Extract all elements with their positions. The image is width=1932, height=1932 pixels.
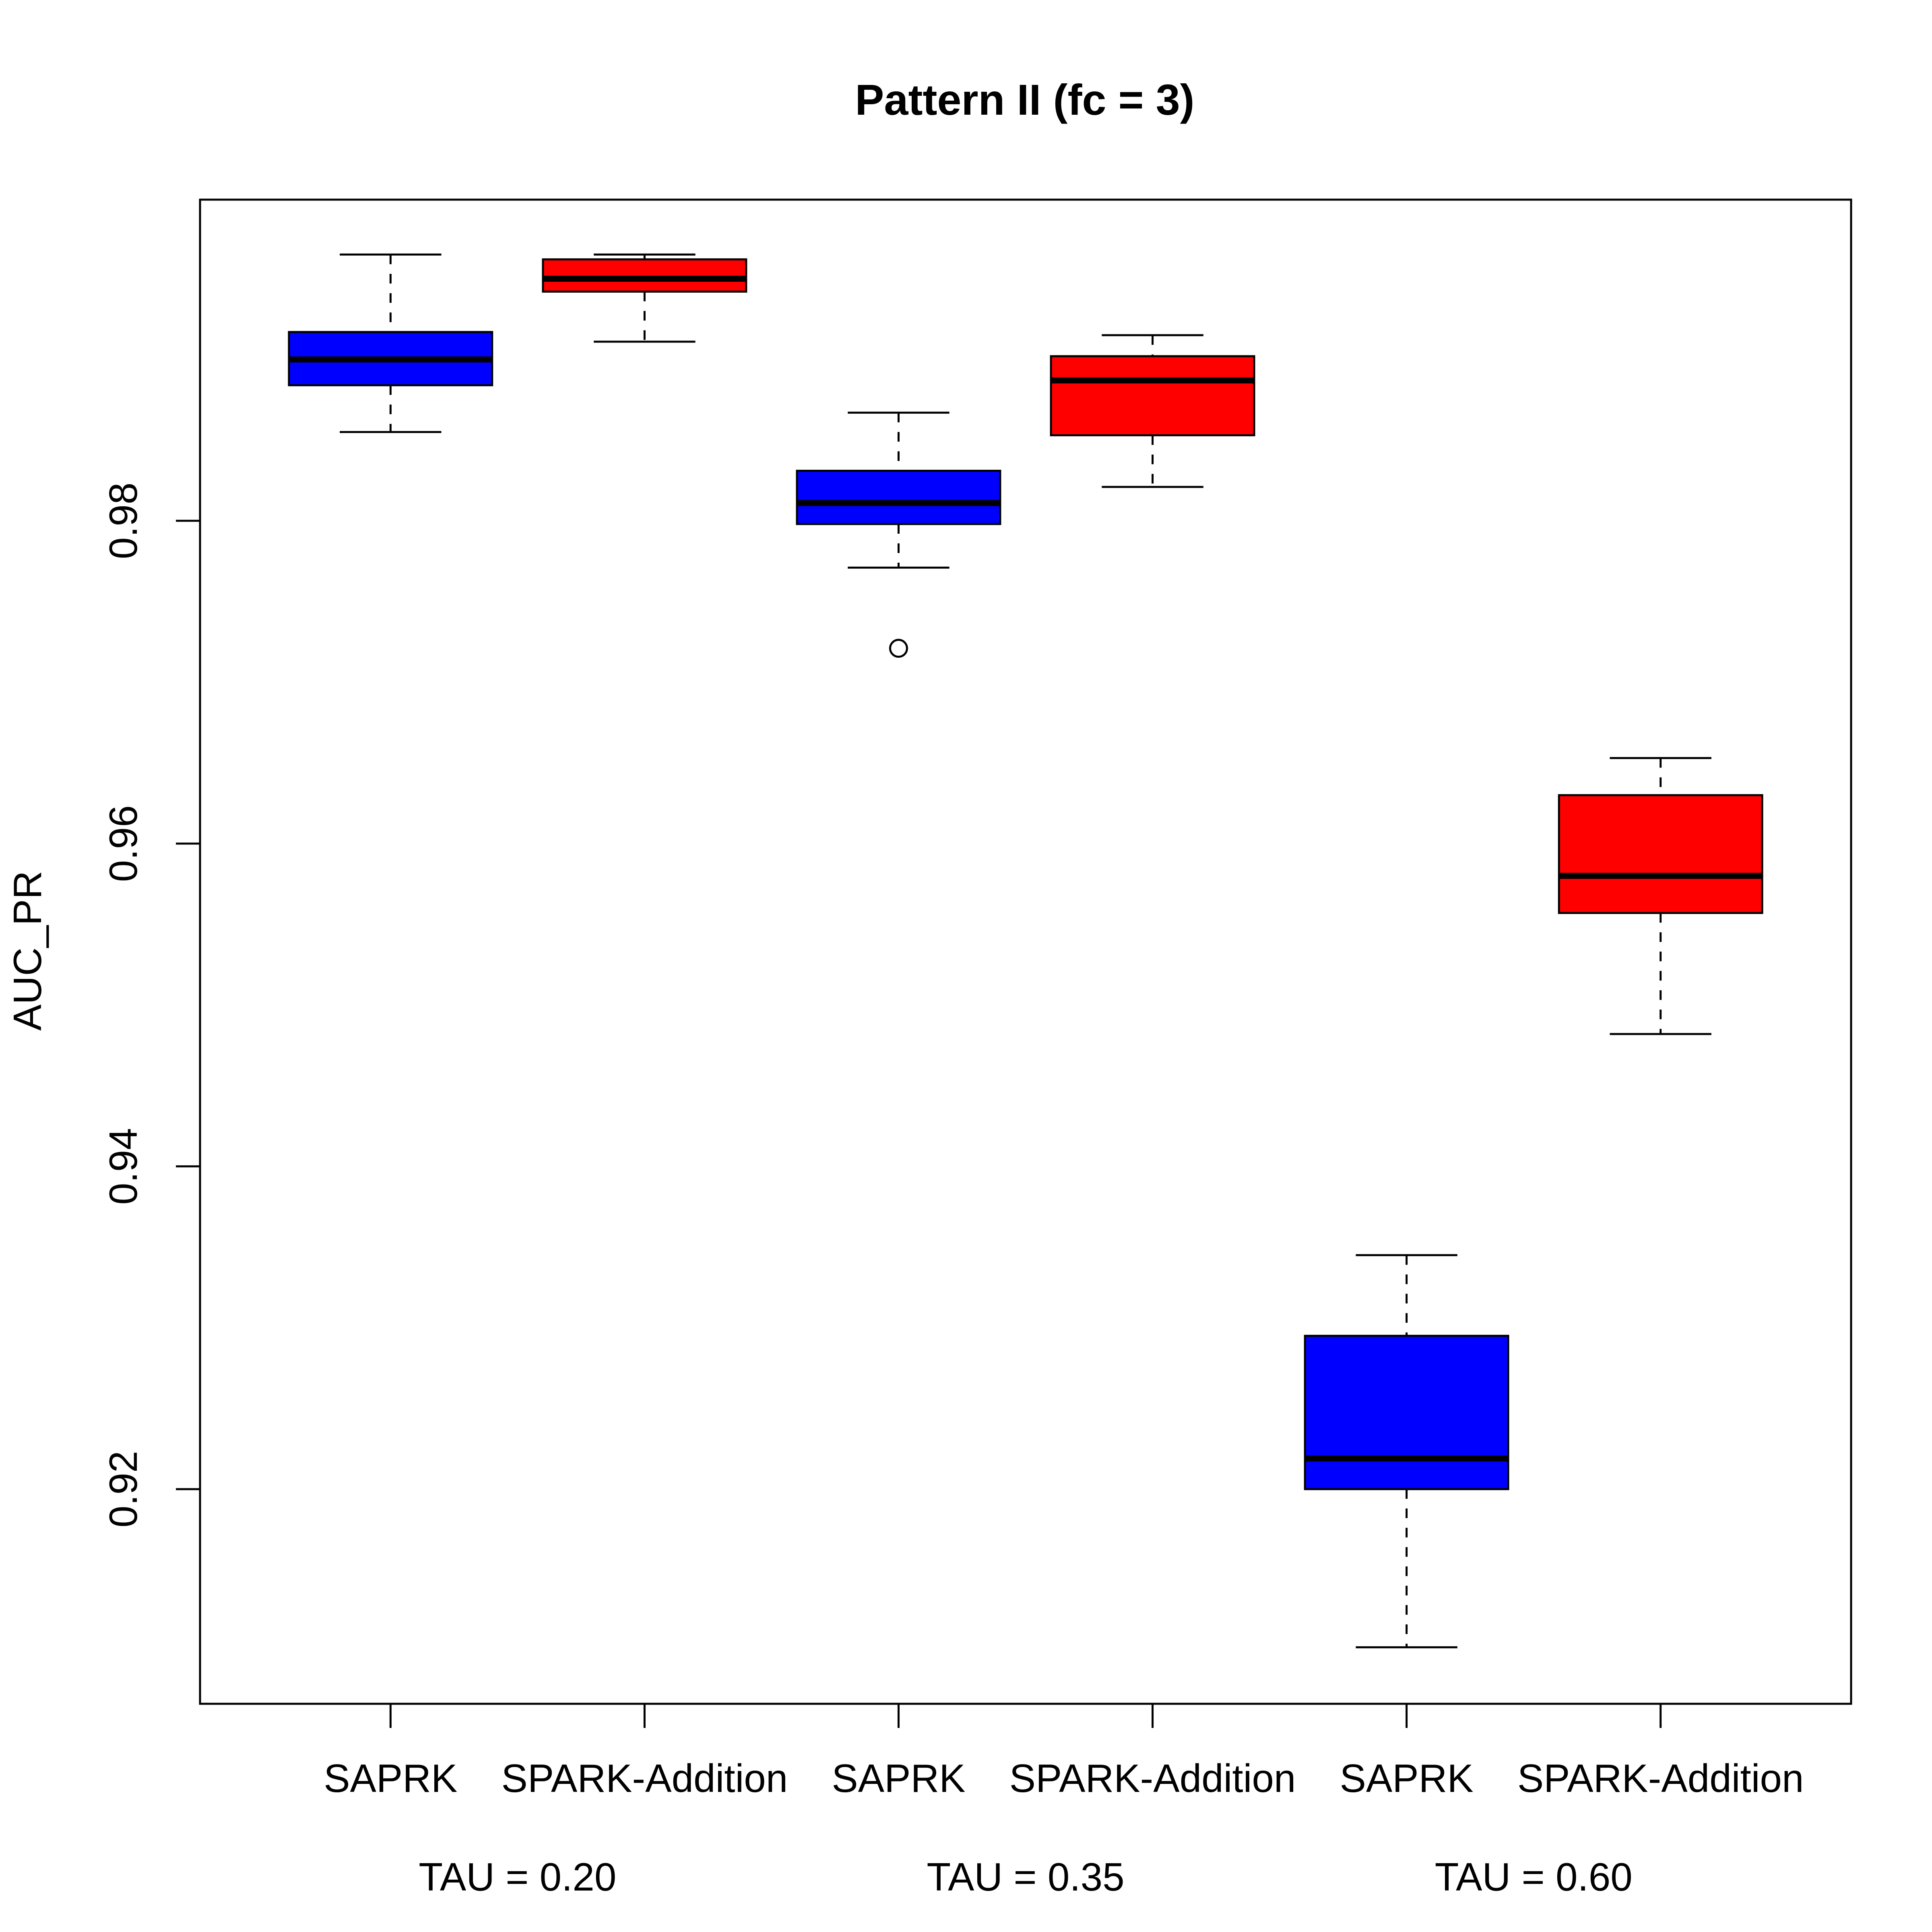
iqr-box: [796, 470, 1001, 525]
plot-frame: [199, 198, 1852, 1705]
y-tick-label: 0.96: [101, 805, 145, 882]
iqr-box: [542, 258, 747, 293]
y-axis-label: AUC_PR: [5, 871, 50, 1031]
group-label: TAU = 0.35: [927, 1855, 1124, 1899]
y-tick-label: 0.94: [101, 1128, 145, 1205]
group-label: TAU = 0.60: [1435, 1855, 1633, 1899]
x-tick-label: SPARK-Addition: [1009, 1756, 1296, 1800]
chart-title: Pattern II (fc = 3): [855, 75, 1194, 124]
boxplot-series: [288, 253, 1763, 1649]
box-5: [1304, 1254, 1509, 1649]
box-1: [288, 253, 493, 433]
box-3: [796, 411, 1001, 658]
y-tick-label: 0.92: [101, 1451, 145, 1527]
y-tick-label: 0.98: [101, 483, 145, 559]
axes: 0.92 0.94 0.96 0.98 SAPRK SPARK-Addition SAPRK…: [101, 483, 1804, 1899]
x-tick-label: SPARK-Addition: [1517, 1756, 1804, 1800]
iqr-box: [1304, 1335, 1509, 1490]
x-tick-label: SAPRK: [324, 1756, 457, 1800]
box-4: [1050, 334, 1255, 488]
box-6: [1558, 757, 1763, 1035]
group-label: TAU = 0.20: [419, 1855, 616, 1899]
x-tick-label: SAPRK: [1340, 1756, 1473, 1800]
iqr-box: [1558, 794, 1763, 914]
box-2: [542, 253, 747, 343]
outlier-point: [889, 639, 908, 658]
x-tick-label: SPARK-Addition: [502, 1756, 788, 1800]
iqr-box: [1050, 355, 1255, 436]
x-tick-label: SAPRK: [832, 1756, 965, 1800]
